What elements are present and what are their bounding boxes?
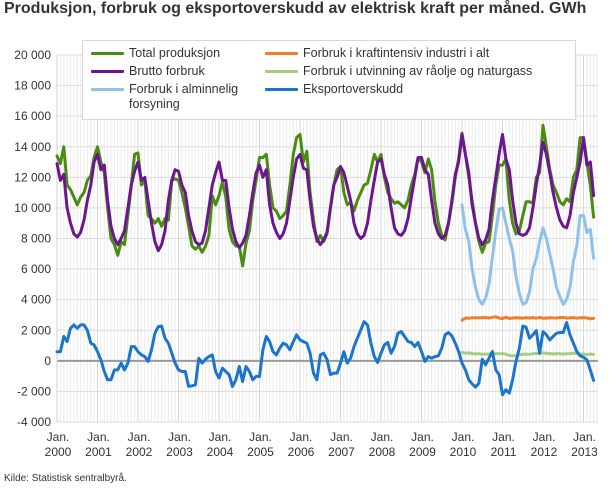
series-line-forbruk-i-kraftintensiv-industri-i-alt [460, 315, 596, 322]
x-tick-label-month: Jan. [128, 430, 151, 444]
y-tick-label: -4 000 [17, 415, 51, 429]
legend-label: Eksportoverskudd [303, 82, 404, 96]
x-tick-label-month: Jan. [249, 430, 272, 444]
y-tick-label: 16 000 [14, 109, 51, 123]
x-tick-label-year: 2011 [491, 445, 517, 459]
y-tick-label: 0 [44, 354, 51, 368]
legend-swatch [265, 70, 298, 73]
legend-item-brutto-forbruk[interactable]: Brutto forbruk [91, 64, 205, 79]
y-tick-label: 12 000 [14, 170, 51, 184]
y-tick-label: 18 000 [14, 79, 51, 93]
x-tick-label-year: 2005 [247, 445, 274, 459]
legend-label: Forbruk i kraftintensiv industri i alt [303, 46, 490, 60]
x-tick-label-month: Jan. [168, 430, 191, 444]
y-tick-label: 10 000 [14, 201, 51, 215]
y-tick-label: 4 000 [21, 293, 51, 307]
legend-swatch [265, 52, 298, 55]
legend-swatch [265, 88, 298, 91]
y-tick-label: -2 000 [17, 384, 51, 398]
source-note: Kilde: Statistisk sentralbyrå. [4, 473, 127, 484]
legend-item-eksportoverskudd[interactable]: Eksportoverskudd [265, 82, 403, 97]
x-tick-label-month: Jan. [452, 430, 475, 444]
x-tick-label-year: 2001 [85, 445, 112, 459]
x-tick-label-month: Jan. [87, 430, 110, 444]
x-tick-label-year: 2002 [126, 445, 153, 459]
legend-swatch [91, 70, 124, 73]
x-tick-label-year: 2008 [369, 445, 396, 459]
x-tick-label-year: 2013 [571, 445, 598, 459]
legend-item-utvinning-raolje[interactable]: Forbruk i utvinning av råolje og naturga… [265, 64, 532, 79]
legend-label: Total produksjon [129, 46, 221, 60]
legend-swatch [91, 52, 124, 55]
legend-item-kraftintensiv-industri[interactable]: Forbruk i kraftintensiv industri i alt [265, 46, 489, 61]
legend-swatch [91, 88, 124, 91]
x-tick-label-month: Jan. [209, 430, 232, 444]
x-tick-label-year: 2003 [166, 445, 193, 459]
y-tick-label: 6 000 [21, 262, 51, 276]
x-tick-label-month: Jan. [573, 430, 596, 444]
y-tick-label: 2 000 [21, 323, 51, 337]
legend-label: Forbruk i utvinning av råolje og naturga… [303, 64, 533, 78]
x-tick-label-month: Jan. [290, 430, 313, 444]
y-axis: -4 000 -2 000 0 2 000 4 000 6 000 8 000 10 000 1… [14, 48, 51, 429]
x-tick-label-month: Jan. [330, 430, 353, 444]
x-tick-label-year: 2010 [450, 445, 477, 459]
x-axis: Jan.2000Jan.2001Jan.2002Jan.2003Jan.2004… [45, 430, 599, 459]
x-tick-label-year: 2012 [531, 445, 558, 459]
y-tick-label: 14 000 [14, 140, 51, 154]
x-tick-label-month: Jan. [371, 430, 394, 444]
x-tick-label-month: Jan. [492, 430, 515, 444]
x-tick-label-month: Jan. [47, 430, 70, 444]
series-lines [55, 123, 596, 397]
chart-title: Produksjon, forbruk og eksportoverskudd … [4, 0, 587, 17]
series-line-forbruk-i-alminnelig-forsyning [460, 203, 596, 306]
series-line-eksportoverskudd [55, 320, 596, 397]
legend-item-alminnelig-forsyning[interactable]: Forbruk i alminnelig forsyning [91, 82, 259, 112]
x-tick-label-year: 2007 [328, 445, 355, 459]
x-tick-label-month: Jan. [411, 430, 434, 444]
y-tick-label: 20 000 [14, 48, 51, 62]
legend-item-total-produksjon[interactable]: Total produksjon [91, 46, 220, 61]
x-tick-label-year: 2006 [288, 445, 315, 459]
x-tick-label-year: 2009 [409, 445, 436, 459]
x-tick-label-month: Jan. [533, 430, 556, 444]
x-tick-label-year: 2004 [207, 445, 234, 459]
series-line-forbruk-i-utvinning-av-raolje-og-naturgass [460, 350, 596, 358]
legend: Total produksjon Brutto forbruk Forbruk … [82, 40, 576, 120]
legend-label: Brutto forbruk [129, 64, 205, 78]
y-tick-label: 8 000 [21, 232, 51, 246]
x-tick-label-year: 2000 [45, 445, 72, 459]
series-line-brutto-forbruk [55, 133, 596, 253]
legend-label: Forbruk i alminnelig forsyning [129, 82, 239, 111]
